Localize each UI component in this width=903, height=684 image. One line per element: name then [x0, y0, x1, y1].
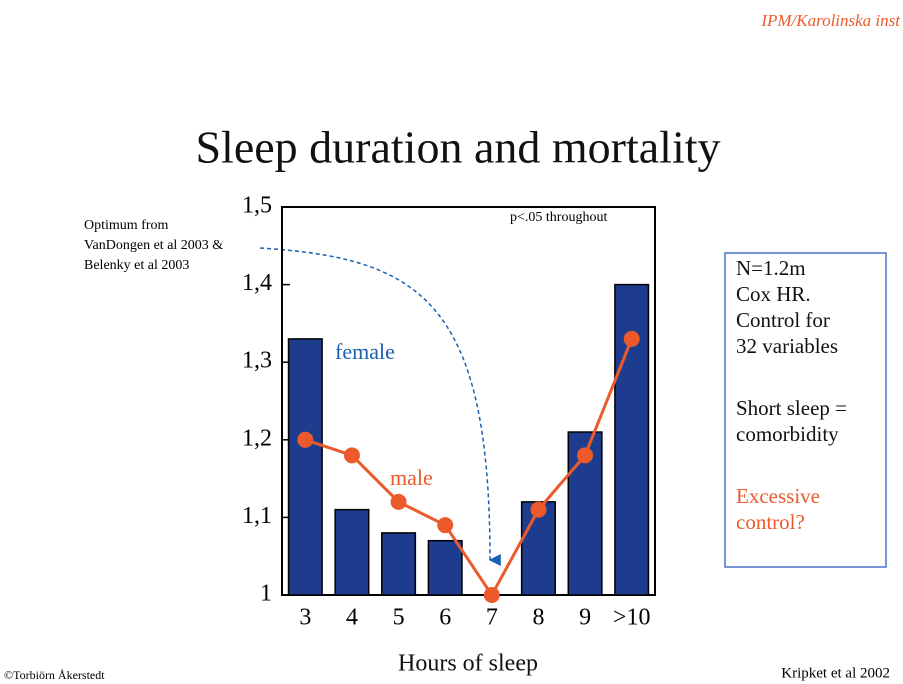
- x-tick-label: 8: [532, 605, 544, 631]
- footer-left: ©Torbiörn Åkerstedt: [4, 668, 105, 682]
- bar: [427, 539, 463, 596]
- series-label: female: [335, 339, 395, 364]
- info-line: control?: [736, 510, 805, 534]
- chart-title: Sleep duration and mortality: [195, 122, 720, 173]
- x-tick-label: 6: [439, 605, 451, 631]
- point: [437, 517, 454, 534]
- point: [343, 447, 360, 464]
- info-line: comorbidity: [736, 422, 839, 446]
- annotation: Optimum from: [84, 218, 168, 233]
- bar: [567, 431, 603, 596]
- bar: [334, 508, 370, 596]
- x-tick-label: >10: [613, 605, 651, 631]
- x-tick-label: 9: [579, 605, 591, 631]
- point: [623, 330, 640, 347]
- annotation: p<.05 throughout: [510, 210, 607, 225]
- y-tick-label: 1,5: [242, 193, 272, 219]
- bar: [287, 338, 323, 596]
- info-line: 32 variables: [736, 334, 838, 358]
- info-line: Excessive: [736, 484, 820, 508]
- point: [297, 431, 314, 448]
- series-label: male: [390, 465, 433, 490]
- y-tick-label: 1,1: [242, 503, 272, 529]
- point: [483, 587, 500, 603]
- info-box: [724, 252, 887, 568]
- line: [304, 338, 634, 598]
- point: [530, 501, 547, 518]
- plot-frame: [281, 206, 656, 596]
- bar: [381, 532, 417, 596]
- x-axis-label: Hours of sleep: [398, 651, 538, 677]
- y-tick-label: 1,2: [242, 425, 272, 451]
- arrow: [259, 247, 501, 566]
- info-line: Short sleep =: [736, 396, 847, 420]
- footer-right: Kripket et al 2002: [781, 665, 890, 681]
- x-tick-label: 5: [393, 605, 405, 631]
- info-line: N=1.2m: [736, 256, 806, 280]
- annotation: Belenky et al 2003: [84, 258, 189, 273]
- info-line: Control for: [736, 308, 830, 332]
- y-tick-label: 1,3: [242, 348, 272, 374]
- y-tick-label: 1,4: [242, 270, 272, 296]
- x-tick-label: 3: [299, 605, 311, 631]
- x-tick-label: 7: [486, 605, 498, 631]
- header: IPM/Karolinska inst: [760, 11, 901, 30]
- point: [390, 493, 407, 510]
- x-tick-label: 4: [346, 605, 358, 631]
- info-line: Cox HR.: [736, 282, 811, 306]
- y-tick-label: 1: [260, 581, 272, 607]
- point: [577, 447, 594, 464]
- annotation: VanDongen et al 2003 &: [84, 238, 223, 253]
